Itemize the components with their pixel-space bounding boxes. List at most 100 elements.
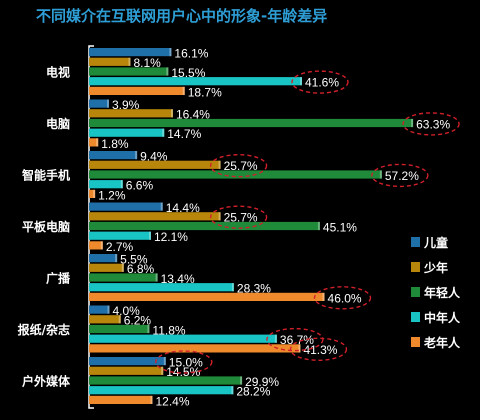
highlight-circle <box>209 153 268 178</box>
bar-end-highlight <box>299 77 302 86</box>
data-label: 41.6% <box>305 76 339 90</box>
data-label: 14.7% <box>167 127 201 141</box>
data-label: 36.7% <box>280 333 314 347</box>
bar-end-highlight <box>107 305 110 314</box>
data-label: 16.1% <box>174 47 208 61</box>
bar <box>89 57 131 66</box>
data-label: 1.8% <box>101 137 129 151</box>
category-label: 智能手机 <box>21 167 70 182</box>
bar <box>89 315 121 324</box>
bar <box>89 344 301 353</box>
data-label: 41.3% <box>303 343 337 357</box>
bar-end-highlight <box>135 151 138 160</box>
legend-swatch <box>411 287 420 297</box>
data-label: 28.3% <box>237 282 271 296</box>
bar <box>89 109 173 118</box>
bar <box>89 305 110 314</box>
bar-end-highlight <box>161 366 164 375</box>
highlight-circles-group <box>155 70 460 374</box>
bar-end-highlight <box>120 180 123 189</box>
bar <box>89 231 151 240</box>
data-label: 4.0% <box>112 304 140 318</box>
category-label: 平板电脑 <box>22 219 70 234</box>
bar <box>89 292 325 301</box>
data-label: 25.7% <box>224 211 258 225</box>
highlight-circle <box>289 337 348 361</box>
bar <box>89 241 103 250</box>
legend-swatch <box>411 237 420 247</box>
bar <box>89 170 382 179</box>
data-label: 14.5% <box>166 365 200 379</box>
bar-end-highlight <box>115 254 118 263</box>
highlight-circle <box>371 163 429 188</box>
bar <box>89 283 234 292</box>
legend-label: 中年人 <box>424 310 461 325</box>
bar <box>89 395 153 404</box>
bar-end-highlight <box>166 67 169 76</box>
data-label: 9.4% <box>140 150 168 164</box>
bars-group <box>89 48 414 404</box>
bar-end-highlight <box>148 231 151 240</box>
bar <box>89 376 243 385</box>
bar-end-highlight <box>106 99 109 108</box>
data-label: 1.2% <box>98 188 126 202</box>
data-label: 28.2% <box>236 385 270 399</box>
data-label: 2.7% <box>106 240 134 254</box>
data-label: 11.8% <box>152 323 185 337</box>
bar <box>89 118 414 128</box>
legend-label: 少年 <box>423 260 448 275</box>
bar <box>89 151 138 160</box>
data-label: 57.2% <box>385 169 419 183</box>
chart-title: 不同媒介在互联网用户心中的形象-年龄差异 <box>36 7 327 25</box>
bar <box>89 221 320 231</box>
bar-end-highlight <box>121 263 124 272</box>
category-label: 电视 <box>46 64 70 79</box>
bar <box>89 212 221 221</box>
data-label: 63.3% <box>416 117 450 131</box>
bar-end-highlight <box>100 241 103 250</box>
bar-end-highlight <box>379 170 382 179</box>
bar-end-highlight <box>298 344 301 353</box>
category-label: 报纸/杂志 <box>18 322 70 337</box>
bar <box>89 324 150 334</box>
data-label: 16.4% <box>176 108 210 122</box>
data-label: 3.9% <box>112 98 140 112</box>
highlight-circle <box>313 286 372 310</box>
bar <box>89 180 123 189</box>
bar <box>89 77 302 86</box>
bar-end-highlight <box>317 221 320 231</box>
bar-end-highlight <box>93 189 96 198</box>
legend-swatch <box>411 312 420 322</box>
data-label: 18.7% <box>188 85 222 99</box>
bar-end-highlight <box>163 357 166 366</box>
bar-end-highlight <box>218 212 221 221</box>
bar-end-highlight <box>170 109 173 118</box>
bar-end-highlight <box>322 292 325 301</box>
bar <box>89 386 234 395</box>
data-label: 6.2% <box>124 314 152 328</box>
bar-end-highlight <box>169 48 172 57</box>
highlight-circle <box>291 70 349 94</box>
data-label: 6.8% <box>127 262 155 276</box>
bar <box>89 202 163 211</box>
bar-end-highlight <box>182 86 185 95</box>
bar <box>89 254 118 263</box>
bar-end-highlight <box>150 395 153 404</box>
bar <box>89 67 169 76</box>
bar <box>89 189 96 198</box>
bar <box>89 357 166 366</box>
bar-end-highlight <box>274 334 277 343</box>
highlight-circle <box>266 327 324 352</box>
data-label: 5.5% <box>120 253 148 267</box>
bar <box>89 273 158 282</box>
bar-end-highlight <box>231 283 234 292</box>
legend-label: 年轻人 <box>424 285 461 300</box>
data-label: 46.0% <box>328 291 362 305</box>
data-label: 8.1% <box>133 56 161 70</box>
bar-end-highlight <box>231 386 234 395</box>
bar-end-highlight <box>118 315 121 324</box>
data-label: 12.4% <box>155 394 189 408</box>
bar-end-highlight <box>162 128 165 137</box>
highlight-circle <box>402 112 460 136</box>
